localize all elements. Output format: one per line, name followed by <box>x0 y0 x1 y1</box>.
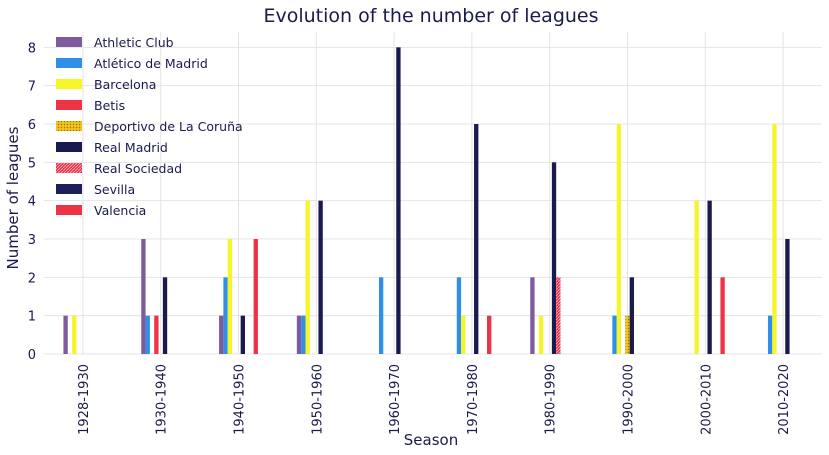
y-tick-label: 3 <box>28 233 36 248</box>
bar <box>378 277 384 354</box>
x-tick-label: 1960-1970 <box>388 364 403 435</box>
legend-swatch <box>56 58 82 68</box>
bar <box>538 315 544 354</box>
bar <box>556 277 561 354</box>
bar <box>223 277 228 354</box>
legend-label: Real Sociedad <box>94 161 182 176</box>
y-tick-label: 0 <box>28 348 36 363</box>
bar <box>227 239 233 354</box>
legend-swatch <box>56 37 82 47</box>
bar <box>301 315 306 354</box>
bar <box>141 239 146 354</box>
legend: Athletic Club Atlético de Madrid Barcelona… <box>56 35 243 218</box>
chart-title: Evolution of the number of leagues <box>263 5 598 27</box>
x-tick-label: 1950-1960 <box>310 364 325 435</box>
y-tick-label: 6 <box>28 118 36 133</box>
legend-label: Sevilla <box>94 182 135 197</box>
bar <box>72 315 77 354</box>
legend-swatch <box>56 142 82 152</box>
bar <box>629 277 634 354</box>
legend-label: Real Madrid <box>94 140 168 155</box>
x-tick-labels: 1928-1930 1930-1940 1940-1950 1950-1960 1960… <box>77 364 792 435</box>
x-tick-label: 1990-2000 <box>622 364 637 435</box>
bar <box>461 315 466 354</box>
bar <box>305 200 310 354</box>
legend-swatch <box>56 205 82 215</box>
x-tick-label: 1928-1930 <box>77 364 92 435</box>
bar <box>720 277 725 354</box>
bar <box>253 239 258 354</box>
y-tick-label: 7 <box>28 80 36 95</box>
bar <box>474 124 479 354</box>
x-tick-label: 1980-1990 <box>544 364 559 435</box>
legend-swatch <box>56 121 82 131</box>
y-tick-label: 8 <box>28 41 36 56</box>
bar <box>219 315 224 354</box>
bar <box>154 315 159 354</box>
bar <box>612 315 617 354</box>
bar <box>530 277 535 354</box>
x-tick-label: 1930-1940 <box>155 364 170 435</box>
legend-label: Athletic Club <box>94 35 174 50</box>
bar <box>487 315 492 354</box>
bar <box>767 315 773 354</box>
y-tick-labels: 0 1 2 3 4 5 6 7 8 <box>28 41 36 363</box>
legend-label: Betis <box>94 98 125 113</box>
bar <box>551 162 557 354</box>
bars <box>63 47 790 354</box>
x-tick-label: 2010-2020 <box>777 364 792 435</box>
legend-swatch <box>56 100 82 110</box>
y-tick-label: 1 <box>28 310 36 325</box>
bar <box>456 277 462 354</box>
gridlines <box>44 32 822 355</box>
legend-label: Barcelona <box>94 77 156 92</box>
y-tick-label: 2 <box>28 271 36 286</box>
bar <box>616 124 622 354</box>
y-tick-label: 5 <box>28 156 36 171</box>
bar <box>396 47 401 354</box>
bar <box>63 315 68 354</box>
bar <box>240 315 245 354</box>
legend-swatch <box>56 163 82 173</box>
bar <box>785 239 790 354</box>
bar <box>772 124 777 354</box>
y-tick-label: 4 <box>28 195 36 210</box>
bar <box>145 315 150 354</box>
x-axis-label: Season <box>404 431 458 449</box>
y-axis-label: Number of leagues <box>4 126 22 269</box>
x-tick-label: 1970-1980 <box>466 364 481 435</box>
bar <box>625 315 630 354</box>
x-tick-label: 2000-2010 <box>699 364 714 435</box>
legend-swatch <box>56 184 82 194</box>
legend-label: Valencia <box>94 203 146 218</box>
bar <box>162 277 168 354</box>
legend-label: Atlético de Madrid <box>94 56 208 71</box>
x-tick-label: 1940-1950 <box>233 364 248 435</box>
bar <box>296 315 302 354</box>
bar <box>694 200 699 354</box>
bar <box>318 200 323 354</box>
bar <box>707 200 712 354</box>
legend-label: Deportivo de La Coruña <box>94 119 243 134</box>
legend-swatch <box>56 79 82 89</box>
